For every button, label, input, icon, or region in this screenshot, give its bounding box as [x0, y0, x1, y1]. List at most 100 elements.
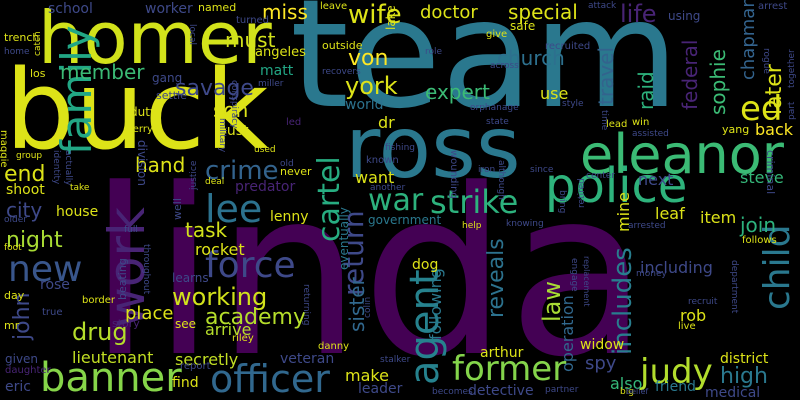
word-join: join: [740, 213, 777, 237]
word-son: son: [213, 98, 249, 122]
word-war: war: [368, 183, 424, 218]
word-department: department: [729, 260, 739, 314]
word-returning: returning: [301, 284, 311, 326]
word-time: time: [599, 110, 609, 131]
word-high: high: [720, 364, 768, 389]
word-hand: hand: [135, 153, 186, 177]
word-bust: bust: [218, 123, 249, 139]
word-eric: eric: [5, 379, 31, 395]
word-old: old: [280, 159, 294, 169]
word-live: live: [678, 321, 696, 332]
word-give: give: [486, 29, 508, 40]
word-city: city: [6, 198, 43, 222]
word-arrested: arrested: [628, 221, 666, 231]
word-arthur: arthur: [480, 345, 524, 361]
word-named: named: [198, 1, 237, 14]
word-rob: rob: [680, 306, 707, 325]
word-belief: belief: [626, 387, 649, 396]
word-riley: riley: [232, 333, 254, 344]
word-stalker: stalker: [380, 355, 411, 365]
word-recruited: recruited: [545, 41, 591, 52]
word-follows: follows: [742, 235, 777, 246]
word-catch: catch: [33, 31, 43, 56]
word-border: border: [82, 295, 116, 306]
word-linda: linda: [88, 141, 649, 400]
word-leave: leave: [320, 1, 348, 12]
word-never: never: [280, 165, 312, 178]
word-steve: steve: [740, 168, 784, 187]
word-although: although: [496, 160, 506, 200]
word-place: place: [125, 303, 174, 324]
word-using: using: [668, 9, 701, 23]
word-local: local: [187, 24, 197, 45]
word-miller: miller: [258, 79, 284, 89]
word-member: member: [60, 60, 145, 84]
word-bring: bring: [557, 190, 567, 214]
word-money: money: [636, 269, 667, 279]
word-school: school: [48, 1, 93, 17]
word-part: part: [787, 101, 797, 120]
word-leaf: leaf: [655, 204, 685, 223]
word-group: group: [16, 151, 43, 161]
word-conspiracy: conspiracy: [229, 80, 239, 129]
word-including: including: [640, 258, 713, 277]
word-shoot: shoot: [6, 182, 45, 198]
word-veteran: veteran: [280, 351, 335, 367]
word-outside: outside: [322, 39, 363, 52]
word-yang: yang: [722, 123, 750, 136]
word-big: big: [620, 387, 634, 397]
word-partner: partner: [545, 385, 579, 395]
word-state: state: [486, 117, 509, 127]
word-iron: iron: [478, 165, 496, 175]
word-item: item: [700, 208, 737, 227]
word-story: story: [112, 317, 140, 330]
word-assisted: assisted: [632, 129, 669, 139]
word-safe: safe: [510, 19, 536, 33]
word-fishing: fishing: [385, 143, 415, 153]
word-recruit: recruit: [688, 297, 718, 307]
word-justice: justice: [189, 160, 199, 190]
word-judy: judy: [640, 352, 713, 392]
word-family: family: [52, 25, 101, 155]
word-lake: lake: [384, 5, 398, 30]
word-medical: medical: [705, 385, 761, 400]
word-center: center: [586, 171, 615, 181]
word-military: military: [217, 118, 227, 153]
word-well: well: [171, 198, 184, 220]
word-police: police: [545, 158, 688, 214]
word-eventually: eventually: [337, 207, 351, 270]
word-special: special: [508, 0, 578, 24]
word-danny: danny: [318, 341, 350, 352]
word-dog: dog: [412, 257, 439, 273]
word-win: win: [632, 117, 650, 128]
word-given: given: [5, 352, 39, 366]
word-orphanage: orphanage: [470, 103, 519, 113]
word-strike: strike: [430, 183, 519, 221]
word-arrest: arrest: [758, 1, 788, 12]
word-academy: academy: [205, 305, 307, 330]
word-older: older: [4, 215, 27, 225]
word-duty: duty: [130, 105, 158, 119]
word-expert: expert: [425, 80, 490, 104]
word-federal: federal: [678, 39, 702, 110]
word-world: world: [345, 97, 384, 113]
word-house: house: [56, 204, 99, 220]
word-home: home: [4, 47, 30, 57]
word-doctor: doctor: [420, 2, 478, 23]
word-wounding: wounding: [448, 150, 459, 199]
word-homer: homer: [38, 0, 272, 80]
word-savage: savage: [175, 76, 254, 101]
word-back: back: [755, 120, 794, 139]
word-jerry: jerry: [130, 124, 153, 135]
word-true: true: [42, 307, 63, 318]
word-chapman: chapman: [738, 0, 759, 80]
word-following: following: [426, 268, 445, 340]
word-predator: predator: [235, 179, 296, 195]
word-knowing: knowing: [506, 219, 544, 229]
word-learns: learns: [172, 271, 209, 285]
word-york: york: [345, 72, 398, 100]
word-former: former: [452, 349, 567, 389]
word-since: since: [530, 165, 554, 175]
word-angeles: angeles: [255, 45, 306, 60]
word-los: los: [30, 67, 46, 80]
